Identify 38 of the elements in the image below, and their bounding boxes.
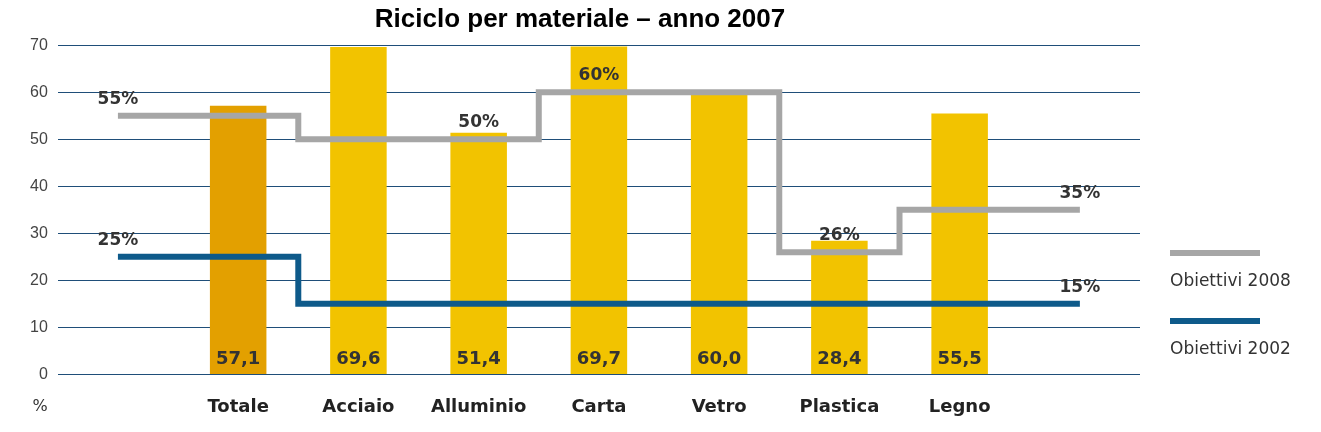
data-label: 60% <box>578 64 620 85</box>
text: Obiettivi 2008 <box>1170 270 1292 290</box>
y-tick-label: 40 <box>30 176 48 194</box>
y-tick-label: 60 <box>30 82 48 100</box>
bar <box>330 47 387 374</box>
text: Obiettivi 2002 <box>1170 338 1292 358</box>
y-tick-label: 20 <box>30 270 48 288</box>
chart-title: Riciclo per materiale – anno 2007 <box>374 2 786 33</box>
data-label: 55% <box>97 87 139 108</box>
x-tick-label: Vetro <box>691 394 747 416</box>
data-label: 28,4 <box>817 347 862 369</box>
bar <box>931 113 988 374</box>
x-tick-label: Legno <box>928 394 991 416</box>
data-label: 15% <box>1059 275 1101 296</box>
data-label: 50% <box>458 111 500 132</box>
data-label: 69,7 <box>576 347 622 369</box>
data-label: 35% <box>1059 181 1101 202</box>
y-tick-label: 10 <box>30 317 48 335</box>
data-label: 69,6 <box>336 347 381 369</box>
bar <box>450 132 507 374</box>
x-tick-label: Plastica <box>799 394 880 416</box>
bar <box>690 92 748 374</box>
y-axis-title: % <box>32 395 48 415</box>
y-tick-label: 30 <box>30 223 48 241</box>
x-tick-label: Alluminio <box>430 394 527 416</box>
x-tick-label: Totale <box>207 394 269 416</box>
data-label: 25% <box>97 228 139 249</box>
data-label: 60,0 <box>696 347 742 369</box>
y-tick-label: 0 <box>38 364 48 382</box>
data-label: 55,5 <box>937 347 982 369</box>
y-tick-label: 70 <box>30 35 48 53</box>
data-label: 51,4 <box>456 347 501 369</box>
bar <box>209 105 267 374</box>
x-tick-label: Carta <box>571 394 627 416</box>
bar <box>570 46 628 374</box>
data-label: 57,1 <box>215 347 261 369</box>
y-tick-label: 50 <box>30 129 48 147</box>
x-tick-label: Acciaio <box>322 394 395 416</box>
